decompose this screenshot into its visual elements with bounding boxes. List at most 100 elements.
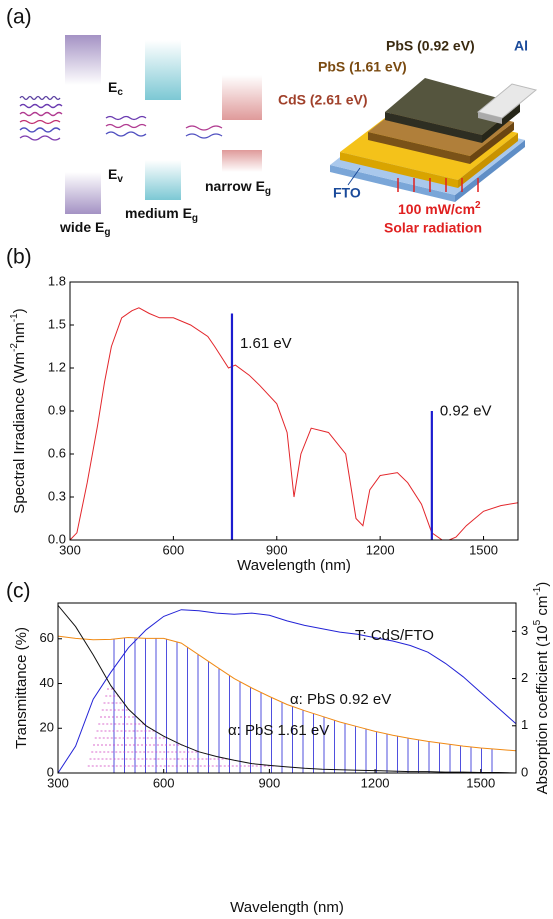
y2-axis-title-part: 5: [532, 619, 543, 625]
narrow-text: narrow E: [205, 178, 265, 194]
y-axis-title: Spectral Irradiance (Wm-2nm-1): [9, 308, 28, 513]
series-label: α: PbS 1.61 eV: [228, 722, 329, 739]
x-tick-label: 900: [266, 542, 288, 557]
band-block: [145, 160, 181, 200]
medium-label: medium Eg: [125, 205, 198, 224]
y-tick-label: 1.5: [48, 316, 66, 331]
y2-tick-label: 0: [521, 764, 528, 779]
cds-side: [340, 152, 458, 188]
series-line: [58, 609, 516, 773]
panel-label: (b): [6, 246, 32, 269]
y2-tick-label: 2: [521, 670, 528, 685]
y2-axis-title-part: Absorption coefficient (10: [534, 625, 551, 794]
band-diagram: Ec Ev wide Eg medium Eg narrow Eg: [19, 35, 271, 238]
narrow-label: narrow Eg: [205, 178, 271, 197]
panel-label: (a): [6, 6, 32, 29]
ec-label: Ec: [108, 79, 123, 98]
y2-tick-label: 1: [521, 717, 528, 732]
ec-sub: c: [117, 87, 123, 98]
plot-frame: [57, 602, 517, 774]
y-axis-title-part: -1: [9, 313, 20, 322]
series-line: [58, 605, 516, 773]
ev-sub: v: [117, 174, 123, 185]
x-tick-label: 300: [47, 775, 69, 790]
y-tick-label: 1.2: [48, 359, 66, 374]
pbs092-top: [385, 78, 520, 135]
y2-axis-title: Absorption coefficient (105 cm-1): [532, 582, 551, 795]
y-tick-label: 40: [40, 675, 54, 690]
device: PbS (0.92 eV) Al PbS (1.61 eV) CdS (2.61…: [278, 38, 538, 236]
x-axis-title: Wavelength (nm): [237, 557, 351, 574]
y-axis-title-part: nm: [11, 322, 28, 343]
y-tick-label: 1.8: [48, 273, 66, 288]
ev-text: E: [108, 166, 117, 182]
power-label: 100 mW/cm2: [398, 200, 481, 217]
series-line: [58, 635, 516, 752]
x-tick-label: 1200: [366, 542, 395, 557]
layer-label: CdS (2.61 eV): [278, 92, 367, 108]
y2-axis-title-part: ): [534, 582, 551, 587]
x-tick-label: 600: [163, 542, 185, 557]
band-edge-label: 0.92 eV: [440, 402, 492, 419]
pbs161-side: [368, 132, 470, 164]
fto-side: [455, 140, 525, 202]
y2-axis-title-part: cm: [534, 596, 551, 620]
series-label: T: CdS/FTO: [355, 627, 434, 644]
y-tick-label: 0: [47, 764, 54, 779]
y-tick-label: 0.9: [48, 402, 66, 417]
band-block: [222, 75, 262, 120]
layer-label: PbS (0.92 eV): [386, 38, 475, 54]
band-block: [222, 150, 262, 172]
pbs161-side: [470, 122, 514, 164]
y-tick-label: 0.0: [48, 531, 66, 546]
y-tick-label: 20: [40, 720, 54, 735]
y-axis-title: Transmittance (%): [13, 627, 30, 749]
band-block: [145, 40, 181, 100]
panel-label: (c): [6, 580, 31, 603]
x-tick-label: 300: [59, 542, 81, 557]
band-block: [65, 35, 101, 85]
fto-side: [330, 165, 455, 202]
medium-sub: g: [192, 213, 198, 224]
y2-tick-label: 3: [521, 623, 528, 638]
series-line: [70, 307, 518, 540]
layer-label: PbS (1.61 eV): [318, 59, 407, 75]
y-tick-label: 60: [40, 630, 54, 645]
layer-label: FTO: [333, 185, 361, 201]
power-text: 100 mW/cm: [398, 201, 475, 217]
wide-label: wide Eg: [59, 219, 110, 238]
layer-label: Al: [514, 38, 528, 54]
medium-text: medium E: [125, 205, 192, 221]
plot-area: [58, 605, 516, 773]
ev-label: Ev: [108, 166, 123, 185]
leader: [347, 167, 361, 186]
al-side: [478, 112, 502, 124]
radiation-label: Solar radiation: [384, 220, 482, 236]
y-axis-title-part: Transmittance (%): [13, 627, 30, 749]
x-tick-label: 1200: [361, 775, 390, 790]
x-axis-title: Wavelength (nm): [230, 899, 344, 916]
photon-waves: [19, 95, 223, 141]
ec-text: E: [108, 79, 117, 95]
power-sup: 2: [475, 200, 481, 211]
x-tick-label: 1500: [469, 542, 498, 557]
wide-text: wide E: [59, 219, 104, 235]
y-axis-title-part: -2: [9, 343, 20, 352]
wide-sub: g: [104, 227, 110, 238]
x-tick-label: 600: [153, 775, 175, 790]
series-label: α: PbS 0.92 eV: [290, 691, 391, 708]
plot-area: [70, 307, 518, 540]
radiation-arrows: [397, 178, 479, 192]
pbs092-side: [385, 112, 482, 143]
y-axis-title-part: Spectral Irradiance (Wm: [11, 352, 28, 514]
cds-side: [458, 133, 518, 188]
y-tick-label: 0.6: [48, 445, 66, 460]
y-tick-label: 0.3: [48, 488, 66, 503]
band-edge-label: 1.61 eV: [240, 335, 292, 352]
narrow-sub: g: [265, 186, 271, 197]
y2-axis-title-part: -1: [532, 586, 543, 595]
x-tick-label: 1500: [466, 775, 495, 790]
band-block: [65, 172, 101, 214]
